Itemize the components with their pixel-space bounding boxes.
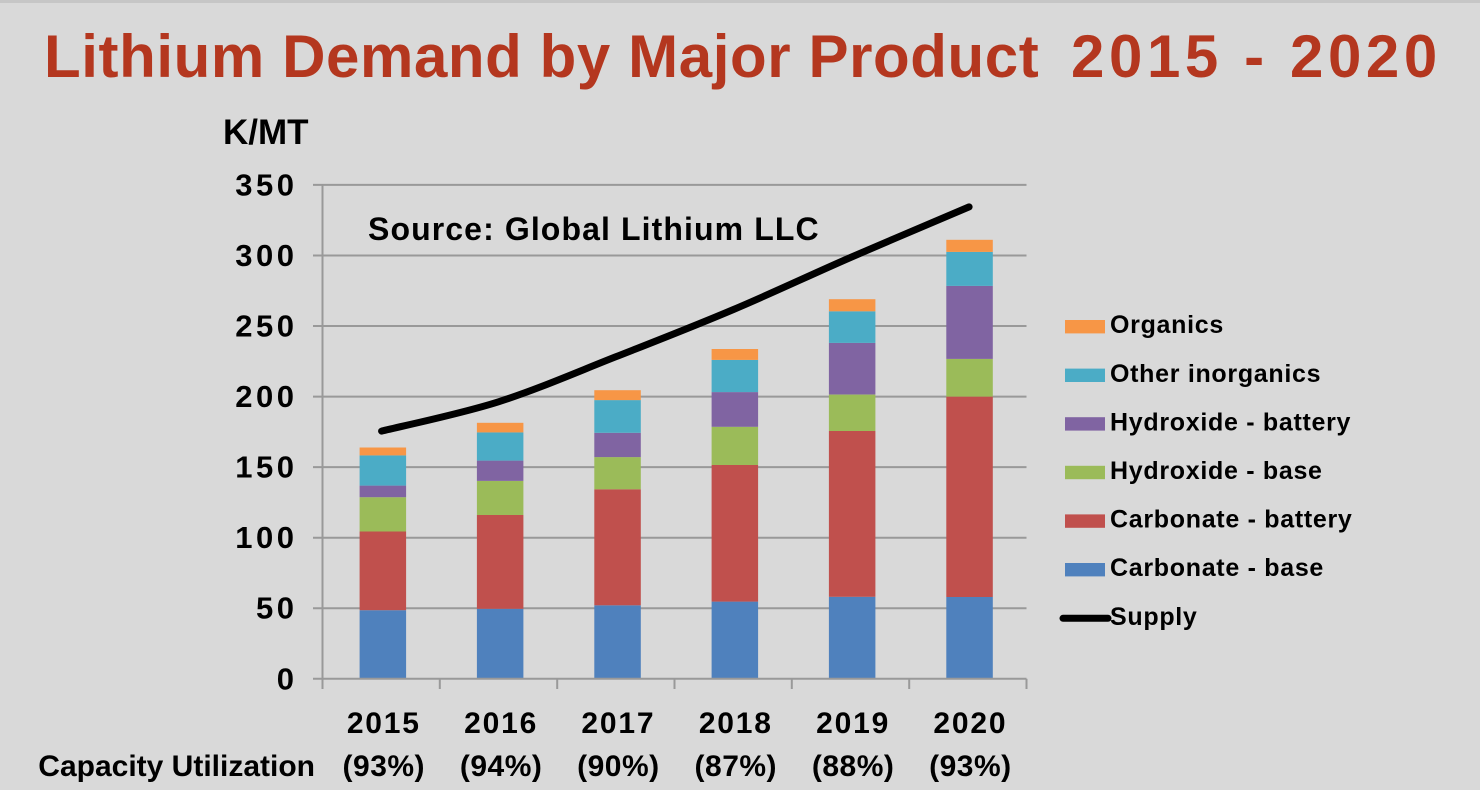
svg-text:2015: 2015 xyxy=(347,707,421,740)
svg-text:Lithium Demand by Major Produc: Lithium Demand by Major Product 2015 - 20… xyxy=(44,23,1442,90)
svg-text:K/MT: K/MT xyxy=(223,113,309,152)
svg-text:350: 350 xyxy=(235,167,297,202)
svg-text:2018: 2018 xyxy=(699,707,773,740)
svg-text:Carbonate - battery: Carbonate - battery xyxy=(1110,506,1353,534)
svg-text:100: 100 xyxy=(235,520,297,555)
svg-text:50: 50 xyxy=(256,591,297,626)
svg-text:Hydroxide - battery: Hydroxide - battery xyxy=(1110,408,1351,436)
svg-text:Capacity Utilization: Capacity Utilization xyxy=(38,750,315,783)
svg-text:0: 0 xyxy=(277,661,298,696)
svg-text:300: 300 xyxy=(235,238,297,273)
svg-text:Organics: Organics xyxy=(1110,311,1224,339)
svg-text:250: 250 xyxy=(235,309,297,344)
svg-text:200: 200 xyxy=(235,379,297,414)
svg-text:150: 150 xyxy=(235,450,297,485)
svg-text:(90%): (90%) xyxy=(577,750,660,783)
svg-text:2017: 2017 xyxy=(581,707,655,740)
svg-text:Hydroxide - base: Hydroxide - base xyxy=(1110,457,1323,485)
svg-text:(88%): (88%) xyxy=(812,750,895,783)
svg-text:(87%): (87%) xyxy=(695,750,778,783)
svg-text:(93%): (93%) xyxy=(929,750,1012,783)
svg-text:Supply: Supply xyxy=(1110,603,1198,631)
svg-text:Source: Global Lithium LLC: Source: Global Lithium LLC xyxy=(368,211,820,247)
svg-text:Carbonate - base: Carbonate - base xyxy=(1110,554,1324,582)
svg-text:Other inorganics: Other inorganics xyxy=(1110,360,1321,388)
svg-text:(93%): (93%) xyxy=(343,750,426,783)
svg-text:2020: 2020 xyxy=(933,707,1007,740)
svg-text:2019: 2019 xyxy=(816,707,890,740)
svg-text:2016: 2016 xyxy=(464,707,538,740)
svg-text:(94%): (94%) xyxy=(460,750,543,783)
